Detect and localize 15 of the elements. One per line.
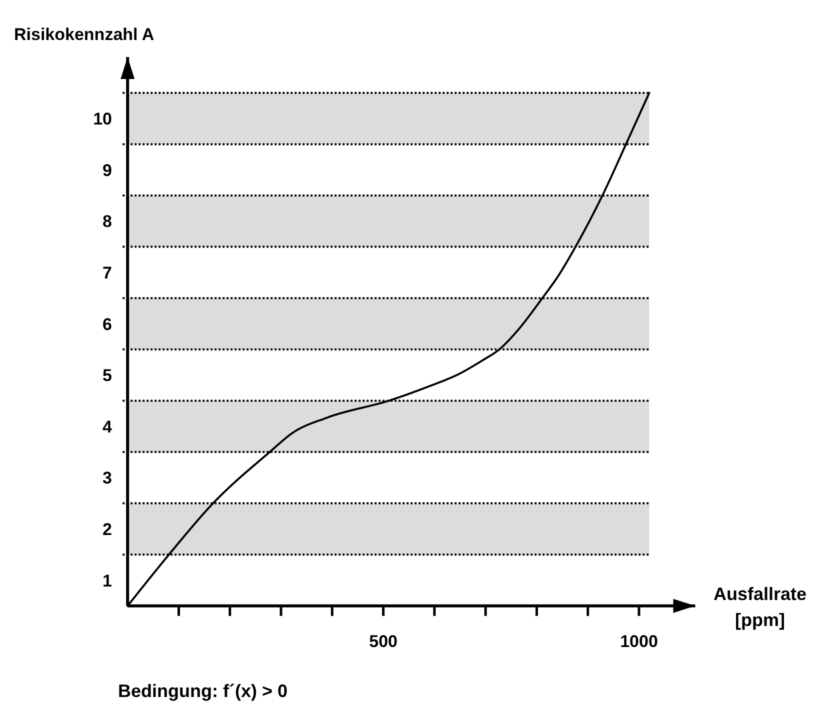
x-tick-label: 1000	[620, 632, 658, 651]
text: Bedingung: f´(x) > 0	[118, 681, 288, 701]
y-tick-label: 3	[102, 468, 112, 488]
x-axis-title: Ausfallrate [ppm]	[713, 584, 807, 630]
y-tick-label: 6	[102, 314, 112, 334]
x-tick-label: 500	[369, 632, 398, 651]
y-tick-label: 5	[102, 366, 112, 386]
y-tick-label: 7	[102, 263, 112, 282]
y-tick-label: 4	[102, 417, 113, 436]
y-tick-label: 9	[102, 160, 112, 180]
y-axis-title: Risikokennzahl A	[14, 25, 154, 44]
y-tick-label: 10	[93, 110, 112, 129]
y-tick-label: 8	[102, 212, 112, 232]
y-tick-label: 1	[102, 571, 112, 590]
y-tick-label: 2	[102, 520, 112, 539]
